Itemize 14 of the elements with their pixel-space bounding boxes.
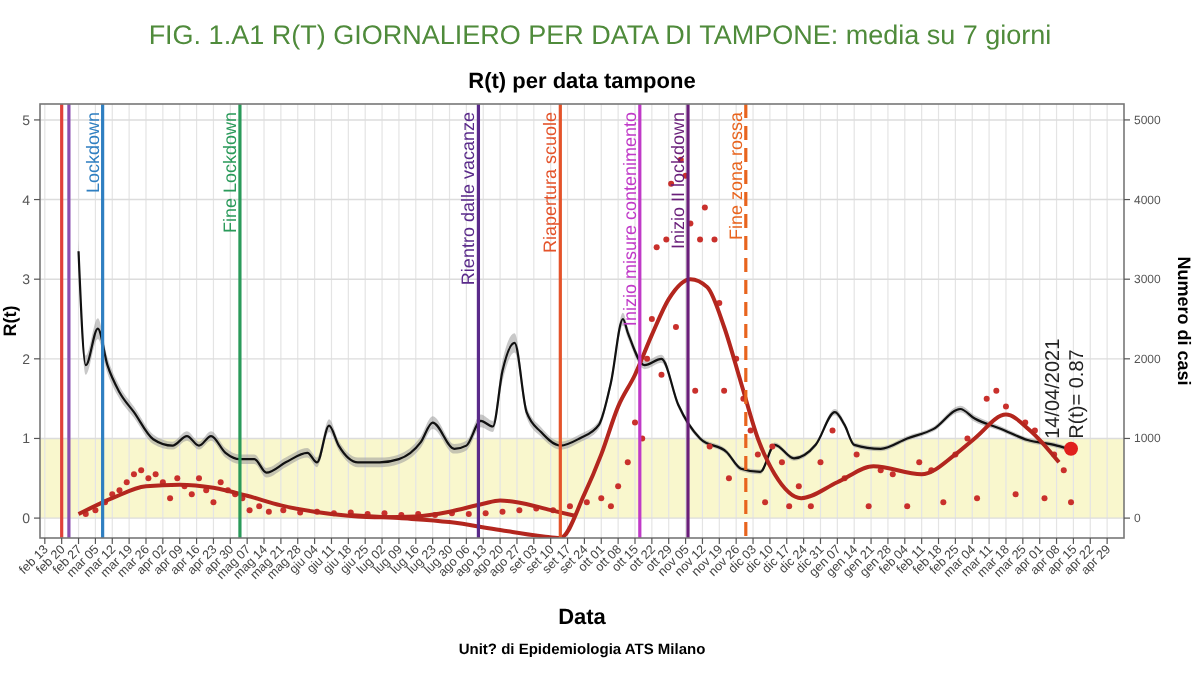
ref-line-label: Riapertura scuole <box>540 112 561 254</box>
ref-line-label: Inizio misure contenimento <box>619 112 640 327</box>
y2-axis-title: Numero di casi <box>1174 256 1194 386</box>
ref-line-label: Lockdown <box>82 112 103 194</box>
annotation: 14/04/2021 <box>1043 337 1065 439</box>
ref-line-label: Fine Lockdown <box>219 112 240 234</box>
chart-subtitle: R(t) per data tampone <box>468 70 696 94</box>
chart-title: FIG. 1.A1 R(T) GIORNALIERO PER DATA DI TAMPONE: media su 7 giorni <box>148 20 1052 50</box>
ref-line-label: Rientro dalle vacanze <box>458 112 479 286</box>
y-axis-title: R(t) <box>0 305 20 337</box>
ref-line-label: Fine zona rossa <box>725 112 746 241</box>
annotation: R(t)= 0.87 <box>1067 348 1089 439</box>
x-axis-title: Data <box>558 606 608 630</box>
ref-line-label: Inizio II lockdown <box>667 112 688 250</box>
